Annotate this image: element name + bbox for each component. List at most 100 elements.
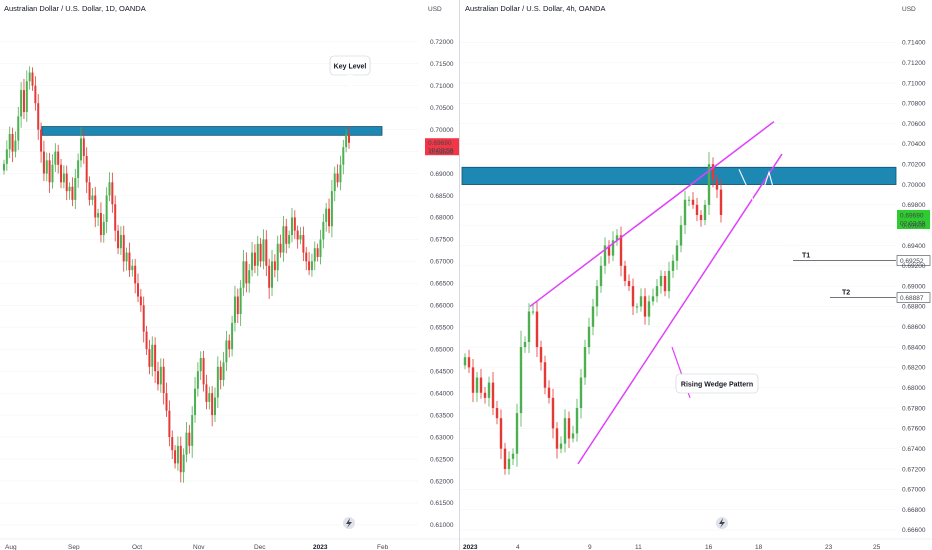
candle[interactable] <box>114 204 117 231</box>
candle[interactable] <box>719 189 723 216</box>
candle[interactable] <box>219 366 222 380</box>
candle[interactable] <box>471 367 475 393</box>
candle[interactable] <box>37 103 40 130</box>
candle[interactable] <box>687 199 691 201</box>
candle[interactable] <box>208 393 211 402</box>
candle[interactable] <box>635 306 639 308</box>
candle[interactable] <box>62 173 65 183</box>
candle[interactable] <box>97 213 100 218</box>
candle[interactable] <box>182 454 185 473</box>
candle[interactable] <box>94 195 97 218</box>
candle[interactable] <box>188 432 191 446</box>
candle[interactable] <box>615 235 619 241</box>
candle[interactable] <box>330 191 333 227</box>
candle[interactable] <box>659 275 663 287</box>
candle[interactable] <box>5 149 8 164</box>
candle[interactable] <box>74 177 77 200</box>
candle[interactable] <box>571 433 575 439</box>
candle[interactable] <box>233 296 236 323</box>
candle[interactable] <box>607 245 611 256</box>
candle[interactable] <box>619 235 623 266</box>
candle[interactable] <box>165 393 168 411</box>
panel-divider[interactable] <box>459 0 460 550</box>
candle[interactable] <box>322 221 325 240</box>
candle[interactable] <box>535 311 539 348</box>
candle[interactable] <box>202 357 205 385</box>
candle[interactable] <box>71 186 74 200</box>
candle[interactable] <box>79 138 82 161</box>
candle[interactable] <box>271 261 274 288</box>
candle[interactable] <box>631 286 635 307</box>
candle[interactable] <box>316 248 319 257</box>
candle[interactable] <box>507 458 511 469</box>
candle[interactable] <box>679 225 683 246</box>
candle[interactable] <box>236 296 239 315</box>
candle[interactable] <box>34 85 37 104</box>
candle[interactable] <box>191 415 194 446</box>
candle[interactable] <box>715 179 719 190</box>
candle[interactable] <box>336 173 339 183</box>
candle[interactable] <box>519 347 523 414</box>
candle[interactable] <box>282 226 285 253</box>
candle[interactable] <box>463 357 467 366</box>
candle[interactable] <box>539 347 543 363</box>
candle[interactable] <box>77 160 80 178</box>
candle[interactable] <box>273 261 276 271</box>
candle[interactable] <box>515 413 519 454</box>
candle[interactable] <box>603 245 607 266</box>
candle[interactable] <box>88 182 91 200</box>
candle[interactable] <box>639 296 643 307</box>
candle[interactable] <box>583 347 587 378</box>
candle[interactable] <box>591 306 595 327</box>
candle[interactable] <box>623 265 627 282</box>
candle[interactable] <box>174 450 177 464</box>
candle[interactable] <box>171 437 174 451</box>
candle[interactable] <box>348 133 350 143</box>
candle[interactable] <box>285 226 288 244</box>
candle[interactable] <box>102 221 105 236</box>
candle[interactable] <box>151 344 154 367</box>
candle[interactable] <box>499 418 503 449</box>
candle[interactable] <box>296 230 299 240</box>
candle[interactable] <box>293 217 296 231</box>
candle[interactable] <box>543 362 547 388</box>
candle[interactable] <box>54 151 57 165</box>
wedge-upper-line[interactable] <box>529 120 775 308</box>
candle[interactable] <box>216 366 219 398</box>
candle[interactable] <box>647 301 651 317</box>
h4-chart[interactable]: Rising Wedge Pattern T1 0.69252 T2 0.68887 0.… <box>460 0 932 550</box>
candle[interactable] <box>611 240 615 256</box>
candle[interactable] <box>567 418 571 439</box>
candle[interactable] <box>575 408 579 434</box>
candle[interactable] <box>28 72 31 82</box>
candle[interactable] <box>328 208 331 227</box>
candle[interactable] <box>595 286 599 307</box>
candle[interactable] <box>345 133 348 148</box>
candle[interactable] <box>42 151 45 174</box>
candle[interactable] <box>194 388 197 416</box>
candle[interactable] <box>325 208 328 222</box>
candle[interactable] <box>310 261 313 271</box>
candle[interactable] <box>675 245 679 261</box>
candle[interactable] <box>288 235 291 244</box>
candle[interactable] <box>145 331 148 350</box>
candle[interactable] <box>125 252 128 262</box>
candle[interactable] <box>495 408 499 419</box>
candle[interactable] <box>313 248 316 262</box>
candle[interactable] <box>487 382 491 398</box>
candle[interactable] <box>483 392 487 398</box>
candle[interactable] <box>57 151 60 165</box>
candle[interactable] <box>599 265 603 287</box>
candle[interactable] <box>196 371 199 389</box>
candle[interactable] <box>8 133 11 150</box>
candle[interactable] <box>643 296 647 317</box>
candle[interactable] <box>511 453 515 459</box>
candle[interactable] <box>259 243 262 262</box>
candle[interactable] <box>3 163 5 171</box>
candle[interactable] <box>131 265 134 271</box>
candle[interactable] <box>711 164 715 180</box>
candle[interactable] <box>265 239 268 266</box>
candle[interactable] <box>663 275 667 292</box>
candle[interactable] <box>137 283 140 297</box>
candle[interactable] <box>559 443 563 449</box>
